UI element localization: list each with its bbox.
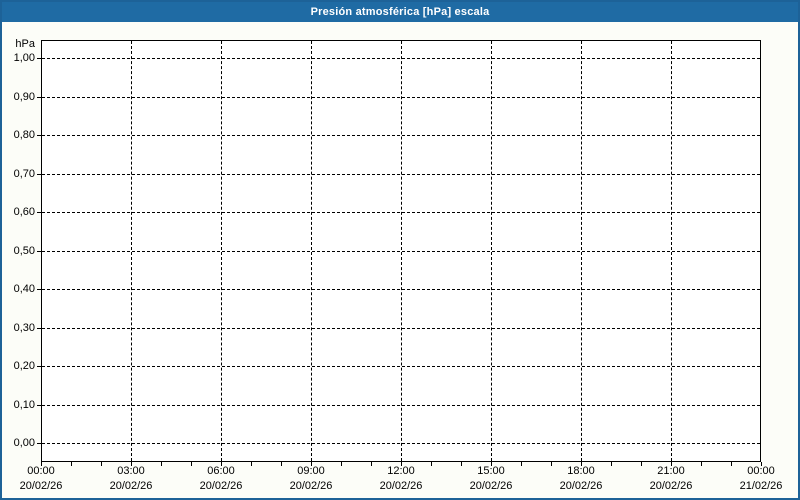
- x-axis-tick-label: 00:00 20/02/26: [2, 464, 86, 494]
- x-axis-minor-tick: [731, 462, 732, 466]
- x-axis-minor-tick: [491, 462, 492, 466]
- x-axis-tick-label: 12:00 20/02/26: [356, 464, 446, 494]
- y-axis-tick: [37, 58, 41, 59]
- x-gridline: [221, 41, 222, 461]
- x-tick-date: 20/02/26: [289, 480, 333, 492]
- y-axis-tick-label: 0,10: [13, 398, 35, 411]
- x-tick-date: 20/02/26: [19, 480, 63, 492]
- x-axis-minor-tick: [221, 462, 222, 466]
- x-gridline: [131, 41, 132, 461]
- y-axis-tick: [37, 250, 41, 252]
- y-axis-tick-label: 0,60: [13, 206, 35, 218]
- x-axis-minor-tick: [431, 462, 432, 466]
- y-axis-tick-label: 0,80: [13, 129, 35, 141]
- x-axis-minor-tick: [401, 462, 402, 466]
- y-axis-tick: [37, 366, 41, 367]
- x-axis-minor-tick: [191, 462, 192, 466]
- y-axis-tick-label: 0,90: [13, 90, 35, 103]
- x-axis-tick-label: 15:00 20/02/26: [446, 464, 536, 494]
- y-axis-tick-label: 0,70: [13, 167, 35, 180]
- x-tick-date: 20/02/26: [649, 480, 693, 492]
- y-axis-tick: [37, 289, 41, 290]
- y-axis-tick: [37, 212, 41, 213]
- x-axis-minor-tick: [281, 462, 282, 466]
- x-tick-time: 06:00: [207, 465, 235, 477]
- x-axis-minor-tick: [131, 462, 132, 466]
- x-tick-time: 15:00: [477, 465, 505, 477]
- x-axis-minor-tick: [311, 462, 312, 466]
- x-axis-minor-tick: [371, 462, 372, 466]
- x-axis-minor-tick: [161, 462, 162, 466]
- x-axis-tick-label: 21:00 20/02/26: [626, 464, 716, 494]
- x-tick-date: 21/02/26: [739, 480, 783, 492]
- x-tick-date: 20/02/26: [199, 480, 243, 492]
- window-title: Presión atmosférica [hPa] escala: [310, 6, 490, 18]
- x-axis-tick-label: 00:00 21/02/26: [716, 464, 798, 494]
- x-axis-minor-tick: [341, 462, 342, 466]
- x-tick-time: 18:00: [567, 465, 595, 477]
- chart-region: hPa 1,00 0,90 0,80 0,70 0,60 0,50 0,40 0,30 0,20…: [2, 22, 798, 498]
- x-axis-minor-tick: [581, 462, 582, 466]
- x-tick-date: 20/02/26: [109, 480, 153, 492]
- x-tick-time: 00:00: [747, 465, 775, 477]
- y-axis-tick-label: 1,00: [13, 52, 35, 64]
- x-axis-minor-tick: [701, 462, 702, 466]
- x-tick-time: 12:00: [387, 465, 415, 477]
- x-axis-minor-tick: [671, 462, 672, 466]
- x-axis-minor-tick: [611, 462, 612, 466]
- x-gridline: [401, 41, 402, 461]
- y-axis-tick: [37, 173, 41, 175]
- x-tick-time: 21:00: [657, 465, 685, 477]
- x-axis-minor-tick: [101, 462, 102, 466]
- y-axis-tick: [37, 135, 41, 136]
- y-axis-tick-label: 0,00: [13, 437, 35, 449]
- y-axis-tick-label: 0,50: [13, 244, 35, 257]
- x-tick-time: 03:00: [117, 465, 145, 477]
- x-axis-tick-label: 03:00 20/02/26: [86, 464, 176, 494]
- x-tick-time: 09:00: [297, 465, 325, 477]
- y-axis-tick-label: 0,40: [13, 283, 35, 295]
- plot-area: [41, 40, 761, 462]
- y-axis-tick: [37, 327, 41, 329]
- x-axis-tick-label: 18:00 20/02/26: [536, 464, 626, 494]
- title-bar: Presión atmosférica [hPa] escala: [2, 2, 798, 22]
- x-gridline: [581, 41, 582, 461]
- y-axis-tick-label: 0,20: [13, 360, 35, 372]
- y-axis-tick: [37, 443, 41, 444]
- x-tick-time: 00:00: [27, 465, 55, 477]
- x-gridline: [311, 41, 312, 461]
- y-axis-tick-label: 0,30: [13, 321, 35, 334]
- x-gridline: [491, 41, 492, 461]
- x-axis-minor-tick: [641, 462, 642, 466]
- x-axis-tick-label: 06:00 20/02/26: [176, 464, 266, 494]
- x-axis-minor-tick: [761, 462, 762, 466]
- y-axis-tick: [37, 404, 41, 406]
- x-axis-minor-tick: [41, 462, 42, 466]
- x-axis-minor-tick: [461, 462, 462, 466]
- y-axis-unit-label: hPa: [15, 38, 35, 50]
- y-axis-tick: [37, 96, 41, 98]
- x-axis-minor-tick: [251, 462, 252, 466]
- x-tick-date: 20/02/26: [559, 480, 603, 492]
- x-gridline: [671, 41, 672, 461]
- x-tick-date: 20/02/26: [379, 480, 423, 492]
- x-axis-tick-label: 09:00 20/02/26: [266, 464, 356, 494]
- x-axis-minor-tick: [521, 462, 522, 466]
- x-axis-minor-tick: [71, 462, 72, 466]
- x-tick-date: 20/02/26: [469, 480, 513, 492]
- x-axis-minor-tick: [551, 462, 552, 466]
